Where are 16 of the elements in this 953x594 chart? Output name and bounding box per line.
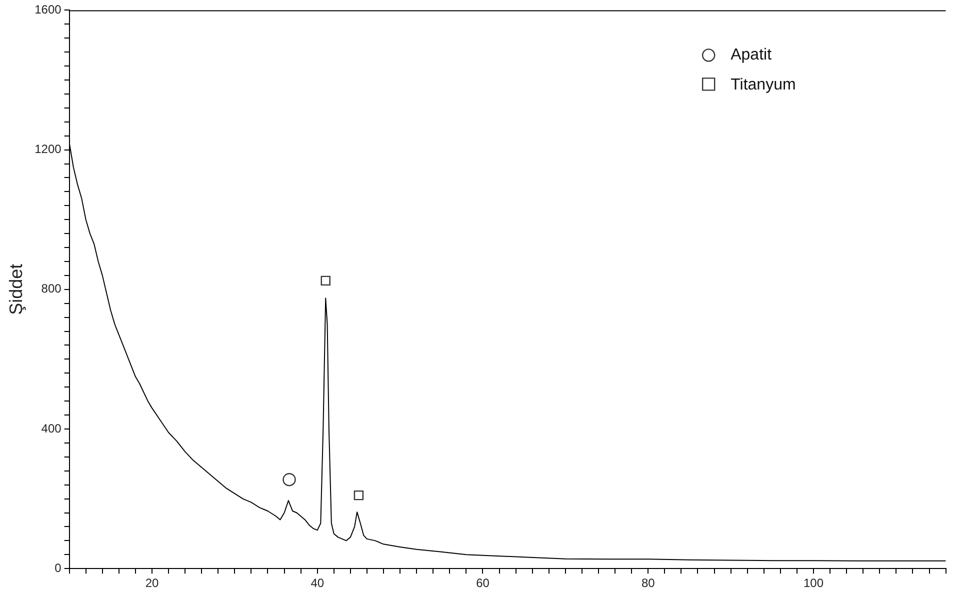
legend-label: Apatit <box>730 46 772 64</box>
y-tick-label: 800 <box>41 282 62 296</box>
x-tick-label: 60 <box>476 576 490 590</box>
y-tick-label: 0 <box>54 560 62 575</box>
x-tick-label: 80 <box>641 576 656 590</box>
y-tick-label: 400 <box>41 421 62 436</box>
point <box>354 490 364 500</box>
y-tick-label: 1200 <box>34 142 62 156</box>
point <box>282 473 296 486</box>
x-tick-label: 40 <box>310 576 324 590</box>
x-tick-label: 20 <box>145 576 159 590</box>
point <box>320 276 330 286</box>
legend-label: Titanyum <box>730 76 796 94</box>
y-axis-title: Şiddet <box>6 264 26 315</box>
x-tick-label: 100 <box>803 576 824 590</box>
y-tick-label: 1600 <box>34 2 62 17</box>
